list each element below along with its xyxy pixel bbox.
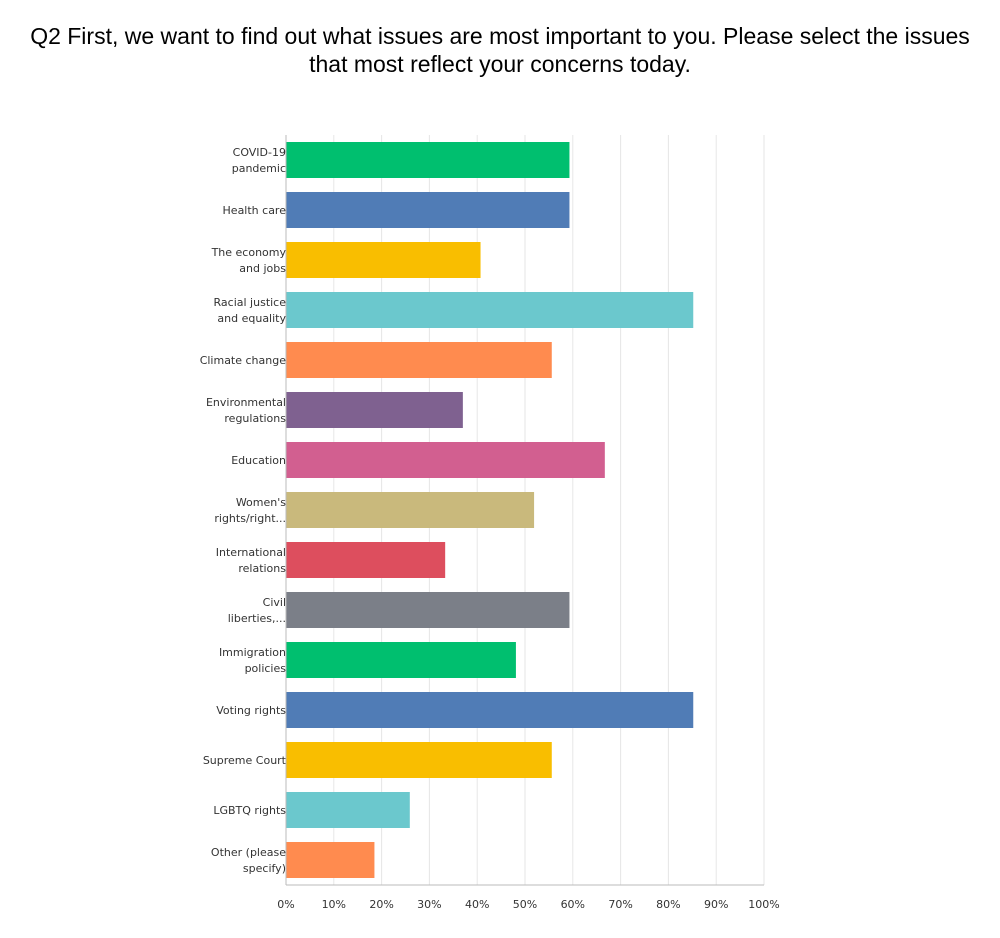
category-label: policies (245, 662, 287, 675)
bar[interactable] (286, 342, 552, 378)
category-label: Other (please (211, 846, 286, 859)
category-label: Environmental (206, 396, 286, 409)
category-label: Immigration (219, 646, 286, 659)
x-tick-label: 10% (322, 898, 346, 911)
category-label: liberties,... (228, 612, 286, 625)
category-label: LGBTQ rights (213, 804, 286, 817)
bar[interactable] (286, 542, 446, 578)
bar[interactable] (286, 392, 463, 428)
x-tick-label: 30% (417, 898, 441, 911)
category-labels: COVID-19 pandemic Health care The economy an… (200, 146, 287, 875)
category-label: Racial justice (214, 296, 287, 309)
bars (286, 142, 694, 878)
x-tick-label: 90% (704, 898, 728, 911)
x-tick-label: 0% (277, 898, 294, 911)
category-label: rights/right... (214, 512, 286, 525)
category-label: COVID-19 (233, 146, 286, 159)
category-label: relations (238, 562, 286, 575)
bar[interactable] (286, 692, 694, 728)
category-label: pandemic (232, 162, 286, 175)
bar[interactable] (286, 742, 552, 778)
x-axis-ticks: 0% 10% 20% 30% 40% 50% 60% 70% 80% 90% 100% (277, 898, 779, 911)
x-tick-label: 80% (656, 898, 680, 911)
x-tick-label: 70% (608, 898, 632, 911)
category-label: Supreme Court (203, 754, 287, 767)
category-label: The economy (211, 246, 287, 259)
x-tick-label: 60% (561, 898, 585, 911)
category-label: regulations (224, 412, 286, 425)
bar[interactable] (286, 492, 535, 528)
bar[interactable] (286, 792, 410, 828)
category-label: International (216, 546, 286, 559)
x-tick-label: 100% (748, 898, 779, 911)
x-tick-label: 40% (465, 898, 489, 911)
bar[interactable] (286, 192, 570, 228)
bar[interactable] (286, 142, 570, 178)
category-label: Voting rights (216, 704, 286, 717)
x-tick-label: 50% (513, 898, 537, 911)
bar[interactable] (286, 242, 481, 278)
category-label: Civil (263, 596, 286, 609)
bar[interactable] (286, 442, 605, 478)
bar[interactable] (286, 842, 375, 878)
category-label: Health care (223, 204, 287, 217)
bar[interactable] (286, 292, 694, 328)
category-label: and jobs (239, 262, 286, 275)
category-label: Education (231, 454, 286, 467)
bar[interactable] (286, 592, 570, 628)
category-label: and equality (217, 312, 286, 325)
category-label: specify) (243, 862, 286, 875)
category-label: Women's (236, 496, 286, 509)
category-label: Climate change (200, 354, 287, 367)
bar[interactable] (286, 642, 516, 678)
x-tick-label: 20% (369, 898, 393, 911)
chart-title: Q2 First, we want to find out what issue… (30, 23, 970, 77)
